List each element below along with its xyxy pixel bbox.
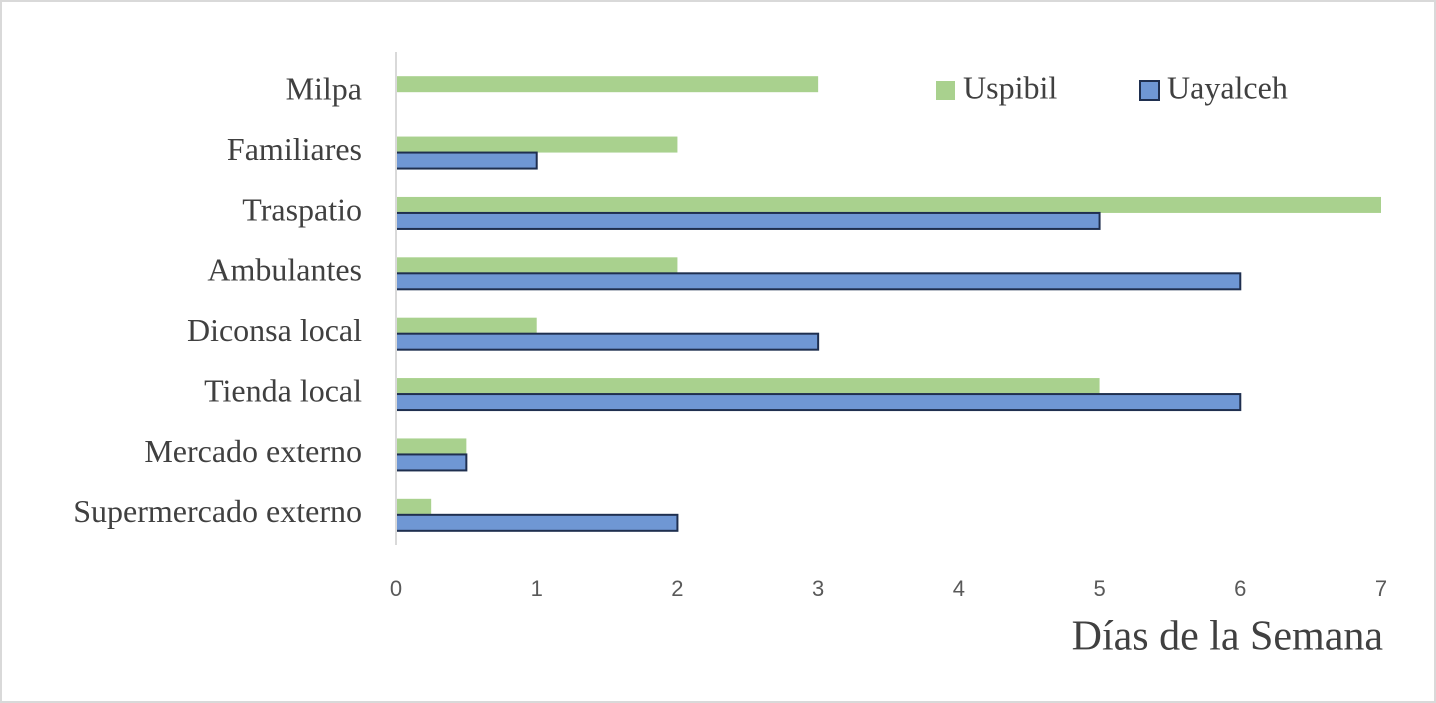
y-tick-label: Ambulantes — [207, 252, 362, 288]
legend-swatch — [936, 81, 955, 100]
bar — [395, 151, 538, 170]
bar — [396, 257, 678, 274]
bar — [395, 453, 468, 472]
legend-label: Uayalceh — [1167, 69, 1288, 105]
bar — [396, 136, 678, 153]
x-axis-label: Días de la Semana — [1072, 614, 1384, 660]
bar — [396, 76, 819, 93]
x-tick-label: 7 — [1375, 576, 1387, 601]
y-tick-label: Traspatio — [242, 191, 362, 227]
y-tick-label: Familiares — [227, 131, 362, 167]
x-tick-label: 4 — [953, 576, 965, 601]
y-tick-label: Supermercado externo — [73, 493, 362, 529]
bar — [396, 196, 1381, 213]
x-tick-label: 6 — [1234, 576, 1246, 601]
bar — [395, 272, 1242, 291]
y-tick-label: Tienda local — [204, 372, 362, 408]
x-tick-label: 2 — [671, 576, 683, 601]
bar — [395, 332, 820, 351]
bar — [396, 498, 432, 515]
bar — [396, 438, 467, 455]
x-tick-label: 0 — [390, 576, 402, 601]
legend-swatch — [1139, 80, 1160, 101]
x-tick-label: 1 — [531, 576, 543, 601]
legend-label: Uspibil — [963, 69, 1057, 105]
bar — [395, 393, 1242, 412]
bar — [395, 513, 679, 532]
bar — [396, 317, 537, 334]
bar — [395, 211, 1101, 230]
y-tick-label: Milpa — [286, 71, 362, 107]
bar — [396, 378, 1100, 395]
x-tick-label: 3 — [812, 576, 824, 601]
y-tick-label: Mercado externo — [144, 433, 362, 469]
y-tick-label: Diconsa local — [187, 312, 362, 348]
x-tick-label: 5 — [1093, 576, 1105, 601]
